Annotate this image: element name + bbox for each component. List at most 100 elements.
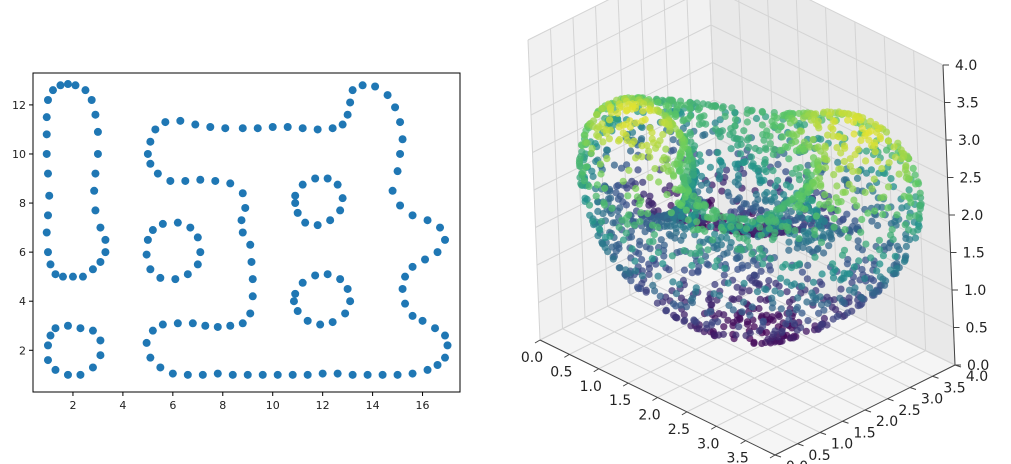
data-point-3d <box>824 131 832 139</box>
data-point <box>43 248 52 257</box>
y-tick-label: 2 <box>19 344 26 357</box>
data-point-3d <box>675 280 684 288</box>
data-point-3d <box>779 263 787 271</box>
data-point <box>146 265 155 274</box>
data-point-3d <box>749 218 757 226</box>
data-point-3d <box>667 209 675 217</box>
data-point-3d <box>599 138 607 146</box>
data-point-3d <box>727 223 735 231</box>
data-point-3d <box>729 322 737 330</box>
data-point-3d <box>725 192 733 200</box>
data-point <box>181 176 190 185</box>
data-point-3d <box>866 284 874 292</box>
data-point-3d <box>735 215 743 223</box>
data-point-3d <box>785 309 793 317</box>
data-point <box>63 80 72 89</box>
data-point-3d <box>645 147 653 155</box>
data-point-3d <box>765 225 773 233</box>
data-point-3d <box>609 255 617 263</box>
grid-line <box>640 0 653 284</box>
data-point-3d <box>798 282 806 290</box>
data-point-3d <box>830 171 838 179</box>
data-point-3d <box>876 260 884 268</box>
data-point-3d <box>884 204 892 212</box>
data-point-3d <box>593 181 601 189</box>
data-point <box>273 370 282 379</box>
data-point-3d <box>762 168 770 176</box>
data-point-3d <box>878 203 886 211</box>
data-point-3d <box>637 209 645 217</box>
data-point-3d <box>743 320 752 328</box>
data-point-3d <box>675 167 683 175</box>
data-point-3d <box>603 129 611 137</box>
data-point-3d <box>608 204 616 212</box>
y-tick-mark <box>842 420 849 424</box>
data-point-3d <box>749 257 757 265</box>
data-point-3d <box>672 112 680 120</box>
data-point-3d <box>744 262 752 270</box>
data-point <box>323 270 332 279</box>
data-point-3d <box>797 324 805 332</box>
data-point-3d <box>706 163 714 171</box>
data-point-3d <box>741 158 749 166</box>
data-point-3d <box>837 276 845 284</box>
data-point-3d <box>689 226 698 234</box>
data-point-3d <box>786 119 794 127</box>
data-point <box>226 179 235 188</box>
data-point <box>371 82 380 91</box>
data-point <box>248 275 257 284</box>
data-point-3d <box>897 155 906 163</box>
data-point-3d <box>792 203 800 211</box>
data-point <box>63 321 72 330</box>
data-point-3d <box>911 234 920 242</box>
data-point-3d <box>688 294 697 302</box>
data-point-3d <box>615 223 623 231</box>
data-point-3d <box>649 237 657 245</box>
data-point <box>43 95 52 104</box>
data-point-3d <box>841 226 849 234</box>
data-point-3d <box>788 264 796 272</box>
data-point-3d <box>825 242 833 250</box>
data-point-3d <box>900 257 908 265</box>
data-point-3d <box>594 133 603 141</box>
data-point-3d <box>868 142 876 150</box>
y-tick-label: 2.0 <box>876 414 898 430</box>
data-point-3d <box>804 261 812 269</box>
data-point-3d <box>790 320 798 328</box>
x-tick-mark <box>564 353 570 358</box>
data-point <box>283 122 292 131</box>
data-point-3d <box>718 187 726 195</box>
y-tick-label: 3.0 <box>921 392 943 408</box>
data-point-3d <box>833 144 841 152</box>
data-point-3d <box>888 225 896 234</box>
x-tick-mark <box>622 382 629 387</box>
data-point <box>346 297 355 306</box>
data-point-3d <box>887 175 895 183</box>
data-point-3d <box>886 266 894 274</box>
data-point-3d <box>829 315 837 323</box>
data-point-3d <box>804 317 812 325</box>
data-point-3d <box>680 311 688 319</box>
data-point-3d <box>691 249 700 257</box>
data-point-3d <box>662 102 670 110</box>
data-point-3d <box>701 227 709 235</box>
data-point-3d <box>711 263 719 271</box>
data-point-3d <box>745 243 753 251</box>
data-point-3d <box>648 128 656 137</box>
data-point <box>341 309 350 318</box>
data-point <box>87 95 96 104</box>
data-point <box>348 370 357 379</box>
data-point-3d <box>685 150 693 158</box>
data-point-3d <box>817 321 825 329</box>
z-tick-label: 0.0 <box>967 358 989 374</box>
data-point-3d <box>694 268 702 276</box>
data-point-3d <box>856 293 865 301</box>
data-point-3d <box>836 294 844 302</box>
data-point-3d <box>811 231 819 239</box>
data-point-3d <box>755 281 763 289</box>
y-tick-label: 0.5 <box>808 448 830 464</box>
data-point-3d <box>870 261 878 269</box>
data-point <box>398 135 407 144</box>
data-point <box>91 206 100 215</box>
scatter-2d-chart: 2 4 6 8 10 12 14 16 2 4 6 8 10 12 <box>12 72 461 412</box>
